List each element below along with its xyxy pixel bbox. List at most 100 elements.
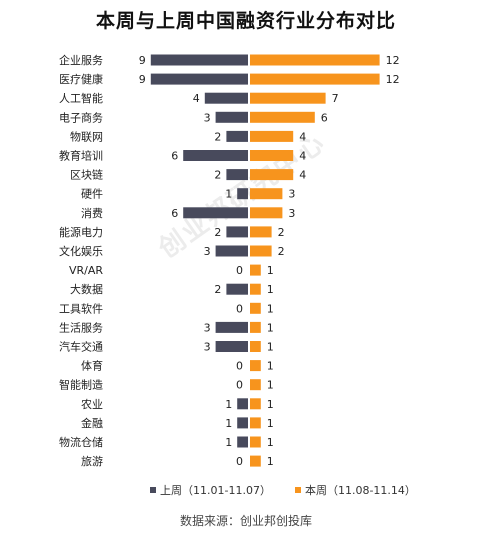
bar-last-week bbox=[204, 92, 248, 104]
bar-this-week bbox=[250, 169, 294, 181]
category-label: 人工智能 bbox=[59, 91, 103, 105]
value-label-last-week: 1 bbox=[225, 398, 232, 411]
legend: 上周（11.01-11.07） 本周（11.08-11.14） bbox=[150, 482, 416, 498]
value-label-this-week: 1 bbox=[267, 302, 274, 315]
value-label-last-week: 0 bbox=[236, 379, 243, 392]
value-label-last-week: 3 bbox=[204, 341, 211, 354]
value-label-last-week: 1 bbox=[225, 436, 232, 449]
value-label-this-week: 1 bbox=[267, 455, 274, 468]
value-label-last-week: 3 bbox=[204, 111, 211, 124]
bar-this-week bbox=[250, 150, 294, 161]
value-label-this-week: 4 bbox=[299, 130, 306, 143]
value-label-last-week: 4 bbox=[193, 92, 200, 105]
value-label-this-week: 2 bbox=[278, 245, 285, 258]
value-label-this-week: 1 bbox=[267, 379, 274, 392]
category-label: 硬件 bbox=[81, 188, 103, 201]
value-label-last-week: 9 bbox=[139, 73, 146, 86]
bar-this-week bbox=[250, 111, 315, 123]
value-label-this-week: 1 bbox=[267, 360, 274, 373]
bar-this-week bbox=[250, 417, 261, 429]
value-label-this-week: 1 bbox=[267, 436, 274, 449]
legend-item-last-week: 上周（11.01-11.07） bbox=[150, 482, 271, 498]
category-label: 文化娱乐 bbox=[59, 244, 103, 258]
value-label-last-week: 2 bbox=[214, 226, 221, 239]
bar-this-week bbox=[250, 321, 261, 333]
bar-last-week bbox=[215, 341, 248, 352]
category-label: 农业 bbox=[81, 397, 103, 411]
bar-this-week bbox=[250, 379, 261, 391]
value-label-this-week: 6 bbox=[321, 111, 328, 124]
bar-last-week bbox=[226, 130, 248, 142]
legend-swatch-this-week bbox=[294, 487, 301, 493]
bar-last-week bbox=[215, 321, 248, 333]
bar-this-week bbox=[250, 283, 261, 295]
value-label-last-week: 0 bbox=[236, 302, 243, 315]
value-label-this-week: 7 bbox=[332, 92, 339, 105]
bar-this-week bbox=[250, 302, 261, 314]
legend-label-last-week: 上周（11.01-11.07） bbox=[160, 484, 271, 497]
chart-title: 本周与上周中国融资行业分布对比 bbox=[95, 10, 396, 32]
legend-item-this-week: 本周（11.08-11.14） bbox=[294, 482, 416, 498]
bar-this-week bbox=[250, 92, 326, 104]
bar-last-week bbox=[215, 245, 248, 257]
bar-last-week bbox=[237, 188, 248, 200]
bar-last-week bbox=[226, 226, 248, 238]
bar-last-week bbox=[226, 283, 248, 295]
category-label: 大数据 bbox=[70, 282, 103, 296]
value-label-this-week: 12 bbox=[386, 73, 400, 86]
legend-swatch-last-week bbox=[150, 487, 156, 493]
value-label-last-week: 0 bbox=[236, 455, 243, 468]
category-label: 能源电力 bbox=[59, 225, 103, 239]
value-label-this-week: 1 bbox=[267, 398, 274, 411]
value-label-last-week: 3 bbox=[204, 245, 211, 258]
bar-this-week bbox=[250, 398, 261, 410]
value-label-this-week: 1 bbox=[267, 341, 274, 354]
value-label-last-week: 0 bbox=[236, 264, 243, 277]
bar-this-week bbox=[250, 188, 283, 200]
value-label-last-week: 2 bbox=[214, 169, 221, 182]
value-label-this-week: 1 bbox=[267, 283, 274, 296]
value-label-last-week: 9 bbox=[139, 54, 146, 67]
bar-this-week bbox=[250, 264, 261, 276]
value-label-last-week: 0 bbox=[236, 360, 243, 373]
value-label-last-week: 1 bbox=[225, 417, 232, 430]
value-label-this-week: 4 bbox=[299, 169, 306, 182]
category-label: 体育 bbox=[81, 359, 103, 373]
legend-label-this-week: 本周（11.08-11.14） bbox=[304, 484, 416, 497]
value-label-this-week: 3 bbox=[288, 207, 295, 220]
category-label: 汽车交通 bbox=[59, 340, 103, 354]
value-label-last-week: 6 bbox=[171, 150, 178, 163]
category-label: 医疗健康 bbox=[59, 72, 103, 86]
bar-last-week bbox=[183, 207, 248, 219]
bar-this-week bbox=[250, 245, 272, 257]
value-label-this-week: 12 bbox=[386, 54, 400, 67]
category-label: 旅游 bbox=[81, 454, 103, 468]
value-label-this-week: 1 bbox=[267, 417, 274, 430]
category-label: 物流仓储 bbox=[59, 435, 103, 449]
value-label-this-week: 2 bbox=[278, 226, 285, 239]
value-label-last-week: 1 bbox=[225, 188, 232, 201]
category-label: 教育培训 bbox=[59, 149, 103, 163]
bar-this-week bbox=[250, 455, 261, 467]
bar-last-week bbox=[150, 73, 248, 85]
bar-this-week bbox=[250, 207, 283, 219]
value-label-last-week: 2 bbox=[214, 283, 221, 296]
category-label: 企业服务 bbox=[59, 53, 103, 67]
bar-this-week bbox=[250, 341, 261, 352]
bar-this-week bbox=[250, 360, 261, 372]
bar-this-week bbox=[250, 73, 380, 85]
category-label: 物联网 bbox=[70, 129, 103, 143]
value-label-last-week: 2 bbox=[214, 130, 221, 143]
bar-this-week bbox=[250, 130, 294, 142]
bar-last-week bbox=[237, 417, 248, 429]
bar-this-week bbox=[250, 436, 261, 448]
value-label-this-week: 1 bbox=[267, 321, 274, 334]
value-label-this-week: 4 bbox=[299, 150, 306, 163]
value-label-this-week: 1 bbox=[267, 264, 274, 277]
bar-last-week bbox=[183, 150, 248, 161]
value-label-last-week: 3 bbox=[204, 321, 211, 334]
category-label: 金融 bbox=[81, 416, 103, 430]
category-label: 电子商务 bbox=[59, 110, 103, 124]
bar-last-week bbox=[215, 111, 248, 123]
